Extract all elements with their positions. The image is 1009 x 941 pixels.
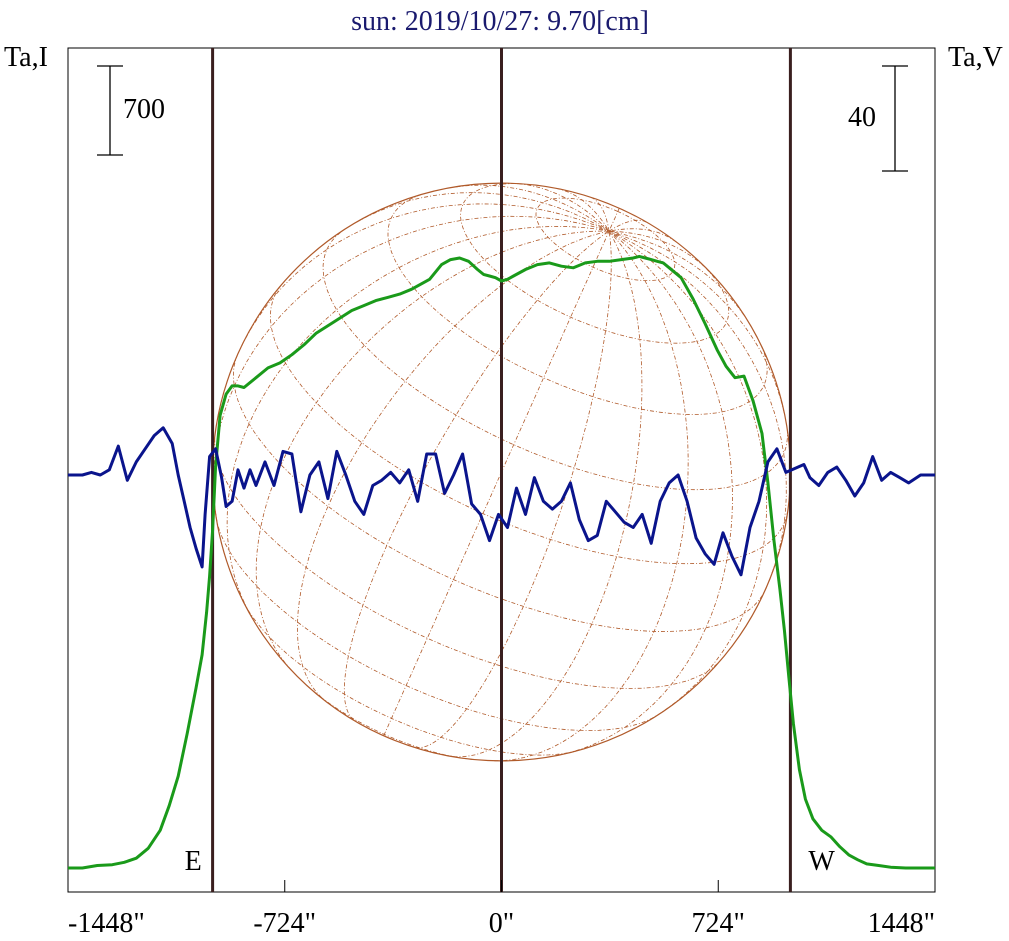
series-lines	[68, 254, 935, 870]
latitude-line	[322, 232, 788, 491]
latitude-line	[535, 197, 676, 281]
limb-marker-label: E	[185, 846, 202, 877]
x-tick-label: 1448"	[868, 908, 935, 939]
left-axis-label: Ta,I	[4, 42, 48, 73]
longitude-line	[494, 230, 689, 762]
longitude-line	[213, 215, 610, 519]
intensity-series-line	[68, 254, 935, 870]
left-scale-bar	[97, 65, 123, 156]
left-scale-bar-label: 700	[123, 94, 165, 125]
x-tick-label: -724"	[253, 908, 316, 939]
x-tick-label: 0"	[489, 908, 514, 939]
longitude-line	[343, 230, 610, 721]
latitude-line	[387, 194, 768, 415]
longitude-line	[608, 230, 787, 590]
chart-title: sun: 2019/10/27: 9.70[cm]	[351, 6, 649, 37]
longitude-line	[415, 231, 612, 749]
longitude-line	[356, 192, 610, 232]
latitude-line	[460, 183, 730, 344]
x-axis-ticks: -1448" -724" 0" 724" 1448"	[67, 880, 936, 939]
latitude-line	[269, 285, 788, 565]
longitude-line	[556, 188, 610, 232]
right-scale-bar-label: 40	[848, 102, 876, 133]
x-tick-label: -1448"	[68, 908, 145, 939]
longitude-line	[608, 230, 785, 413]
latitude-line	[215, 517, 658, 732]
longitude-line	[609, 228, 677, 243]
x-tick-label: 724"	[692, 908, 745, 939]
right-scale-bar	[882, 65, 908, 172]
longitude-line	[608, 208, 620, 232]
limb-marker-label: W	[808, 846, 835, 877]
polarization-series-line	[68, 426, 935, 577]
latitude-line	[232, 354, 766, 632]
longitude-line	[383, 230, 610, 736]
right-axis-label: Ta,V	[948, 42, 1003, 73]
longitude-line	[558, 230, 733, 756]
longitude-line	[608, 230, 768, 716]
longitude-line	[255, 230, 610, 671]
longitude-line	[453, 230, 643, 758]
longitude-line	[237, 203, 610, 355]
